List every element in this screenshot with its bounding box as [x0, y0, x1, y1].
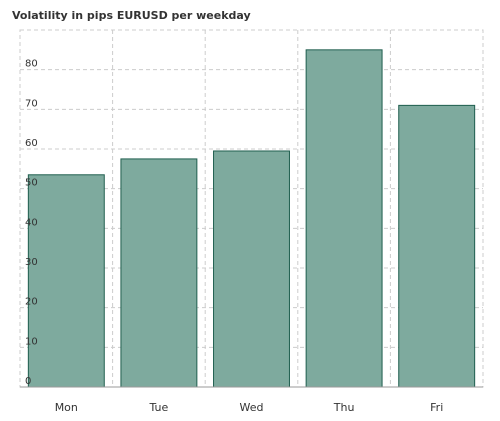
bar-fri — [398, 104, 476, 388]
x-tick-label: Thu — [333, 401, 355, 414]
y-tick-label: 60 — [25, 138, 38, 149]
x-tick-label: Tue — [149, 401, 169, 414]
y-tick-label: 70 — [25, 98, 38, 109]
bar-layer — [20, 49, 483, 388]
x-tick-layer: Mon Tue Wed Thu Fri — [55, 401, 444, 414]
x-tick-label: Mon — [55, 401, 78, 414]
y-tick-label: 50 — [25, 178, 38, 189]
bar-tue — [120, 158, 198, 388]
x-tick-label: Wed — [240, 401, 264, 414]
y-tick-label: 0 — [25, 376, 31, 387]
bar-thu — [305, 49, 383, 388]
chart-title: Volatility in pips EURUSD per weekday — [12, 9, 251, 22]
y-tick-layer: 0 10 20 30 40 50 60 70 80 — [25, 59, 38, 387]
y-tick-label: 40 — [25, 217, 38, 228]
bar-wed — [213, 150, 290, 388]
y-tick-label: 20 — [25, 297, 38, 308]
bar-mon — [27, 174, 105, 388]
y-tick-label: 30 — [25, 257, 38, 268]
y-tick-label: 10 — [25, 336, 38, 347]
y-tick-label: 80 — [25, 59, 38, 70]
x-tick-label: Fri — [430, 401, 443, 414]
